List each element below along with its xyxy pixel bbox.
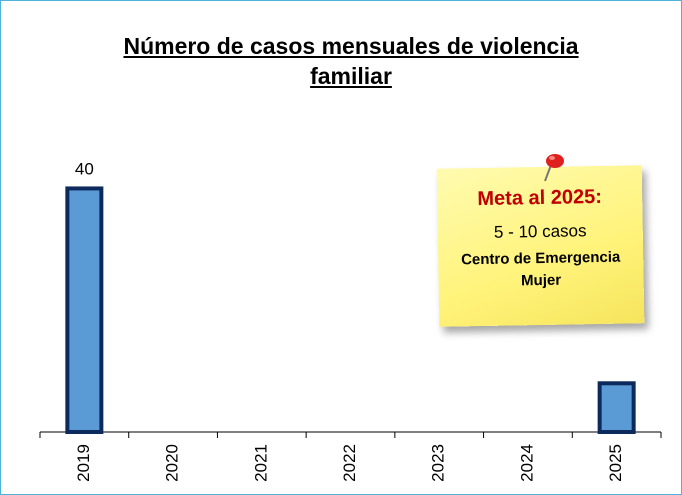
x-tick-label: 2023: [429, 444, 448, 482]
pin-needle: [545, 165, 551, 181]
sticky-note: Meta al 2025: 5 - 10 casos Centro de Eme…: [437, 165, 645, 327]
note-text: 5 - 10 casos: [438, 220, 643, 244]
x-tick-label: 2021: [251, 444, 270, 482]
pin-head: [546, 154, 564, 168]
x-tick-label: 2020: [163, 444, 182, 482]
pin-shine: [549, 156, 555, 160]
note-text: Centro de Emergencia Mujer: [451, 246, 632, 293]
x-tick-label: 2022: [340, 444, 359, 482]
chart-title: Número de casos mensuales de violencia f…: [101, 31, 601, 91]
x-tick-label: 2024: [517, 444, 536, 482]
x-tick-label: 2019: [74, 444, 93, 482]
bar: [600, 383, 634, 432]
data-label: 40: [75, 159, 94, 178]
chart-frame: 2019 40 2020 2021 2022 2023 2024 2025 Número de…: [0, 0, 682, 495]
bar: [67, 188, 101, 432]
pin: [539, 151, 569, 183]
x-tick-label: 2025: [606, 444, 625, 482]
note-title: Meta al 2025:: [437, 185, 642, 212]
